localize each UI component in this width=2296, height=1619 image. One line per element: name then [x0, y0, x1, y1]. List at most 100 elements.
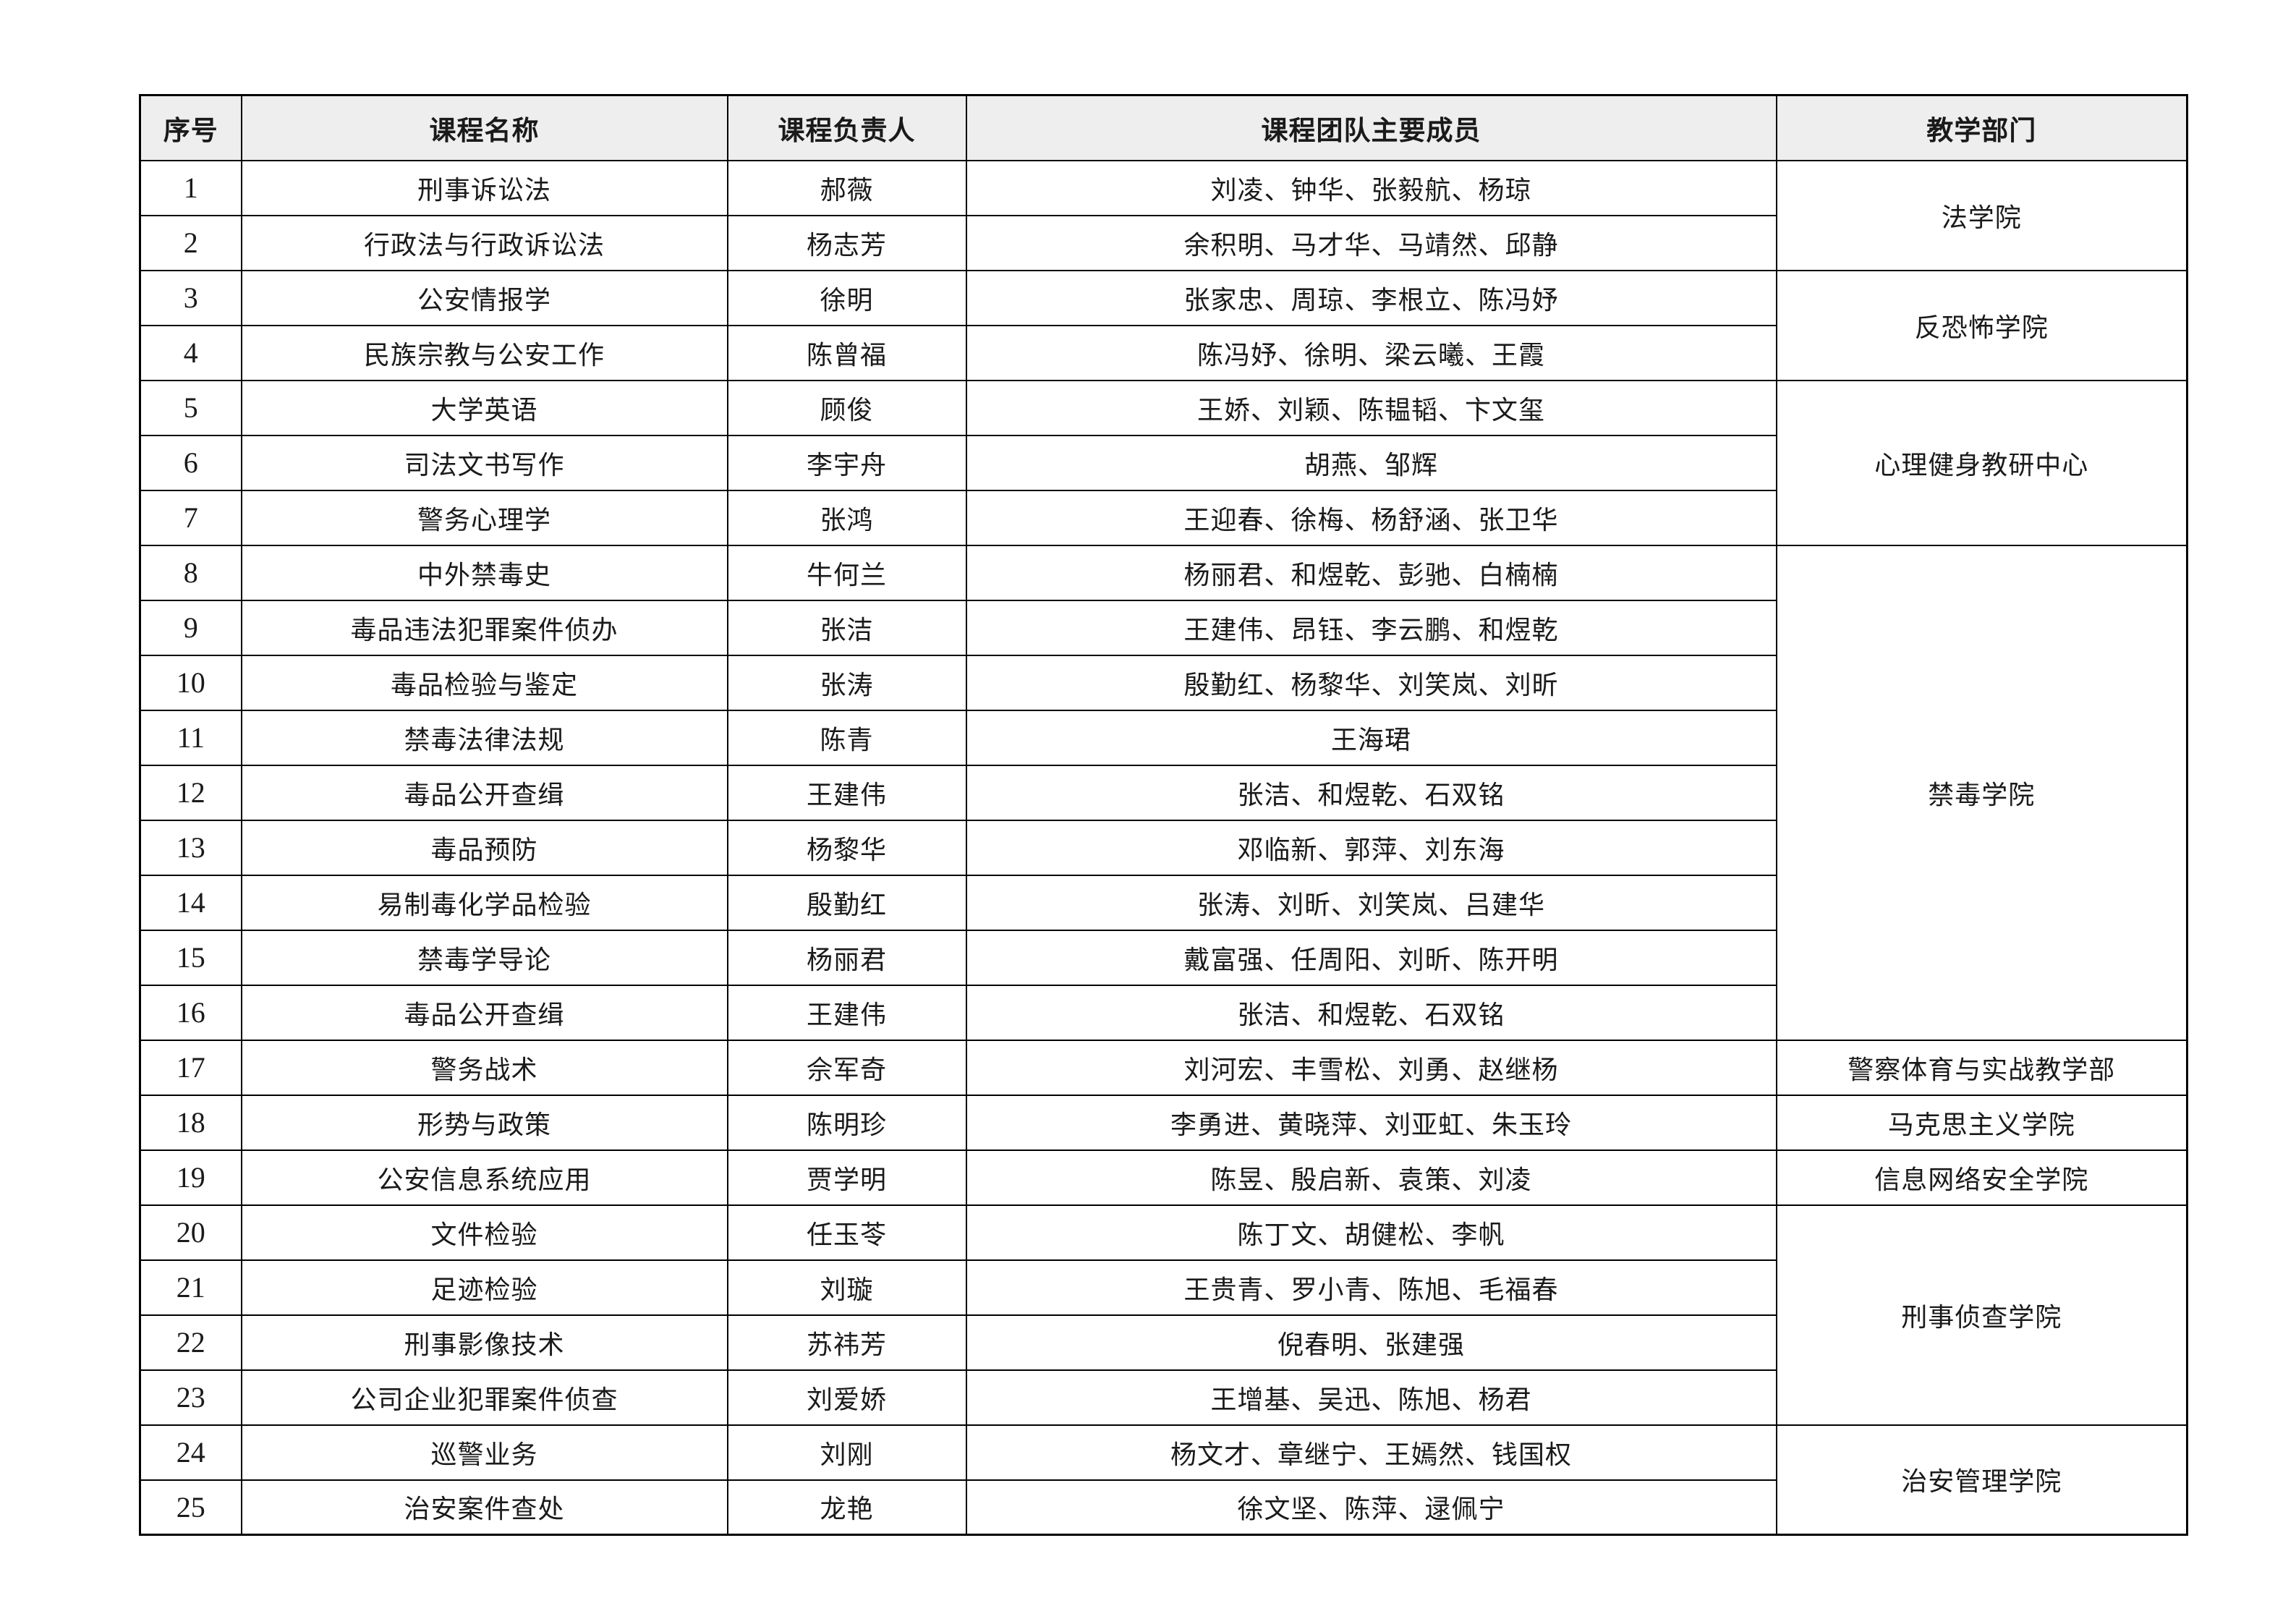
table-row: 25 治安案件查处 龙艳 徐文坚、陈萍、逯佩宁 [139, 1479, 2187, 1536]
row-number: 18 [139, 1094, 242, 1151]
course-leader: 郝薇 [726, 159, 967, 216]
course-name: 中外禁毒史 [240, 544, 728, 601]
course-leader: 牛何兰 [726, 544, 967, 601]
course-name: 警务心理学 [240, 489, 728, 546]
table-row: 4 民族宗教与公安工作 陈曾福 陈冯妤、徐明、梁云曦、王霞 [139, 324, 2187, 381]
col-header-course: 课程名称 [240, 94, 728, 161]
course-name: 形势与政策 [240, 1094, 728, 1151]
department-cell: 心理健身教研中心 [1775, 379, 2188, 546]
course-leader: 顾俊 [726, 379, 967, 436]
course-leader: 殷勤红 [726, 874, 967, 931]
team-members: 杨文才、章继宁、王嫣然、钱国权 [965, 1424, 1777, 1481]
course-name: 足迹检验 [240, 1259, 728, 1316]
row-number: 10 [139, 654, 242, 711]
course-leader: 张涛 [726, 654, 967, 711]
department-cell: 治安管理学院 [1775, 1424, 2188, 1536]
course-name: 公司企业犯罪案件侦查 [240, 1369, 728, 1426]
course-leader: 张洁 [726, 599, 967, 656]
course-name: 禁毒法律法规 [240, 709, 728, 766]
course-name: 刑事诉讼法 [240, 159, 728, 216]
row-number: 8 [139, 544, 242, 601]
team-members: 李勇进、黄晓萍、刘亚虹、朱玉玲 [965, 1094, 1777, 1151]
table-row: 5 大学英语 顾俊 王娇、刘颖、陈韫韬、卞文玺 心理健身教研中心 [139, 379, 2188, 546]
row-number: 1 [139, 159, 242, 216]
row-number: 5 [139, 379, 242, 436]
team-members: 张家忠、周琼、李根立、陈冯妤 [965, 269, 1777, 326]
course-leader: 张鸿 [726, 489, 967, 546]
row-number: 24 [139, 1424, 242, 1481]
row-number: 6 [139, 434, 242, 491]
col-header-index: 序号 [139, 94, 242, 161]
department-cell: 禁毒学院 [1775, 544, 2188, 1041]
team-members: 王贵青、罗小青、陈旭、毛福春 [965, 1259, 1777, 1316]
table-row: 18 形势与政策 陈明珍 李勇进、黄晓萍、刘亚虹、朱玉玲 马克思主义学院 [139, 1094, 2188, 1151]
course-name: 巡警业务 [240, 1424, 728, 1481]
department-cell: 警察体育与实战教学部 [1775, 1039, 2188, 1096]
course-leader: 任玉苓 [726, 1204, 967, 1261]
department-cell: 马克思主义学院 [1775, 1094, 2188, 1151]
row-number: 23 [139, 1369, 242, 1426]
table-header: 序号 课程名称 课程负责人 课程团队主要成员 教学部门 [139, 94, 2188, 161]
course-leader: 杨志芳 [726, 214, 967, 271]
table-row: 9 毒品违法犯罪案件侦办 张洁 王建伟、昂钰、李云鹏、和煜乾 [139, 599, 2187, 656]
row-number: 13 [139, 819, 242, 876]
team-members: 刘河宏、丰雪松、刘勇、赵继杨 [965, 1039, 1777, 1096]
course-leader: 刘刚 [726, 1424, 967, 1481]
table-row: 3 公安情报学 徐明 张家忠、周琼、李根立、陈冯妤 反恐怖学院 [139, 269, 2188, 381]
team-members: 王海珺 [965, 709, 1777, 766]
row-number: 22 [139, 1314, 242, 1371]
row-number: 11 [139, 709, 242, 766]
course-leader: 杨黎华 [726, 819, 967, 876]
course-leader: 龙艳 [726, 1479, 967, 1536]
team-members: 王迎春、徐梅、杨舒涵、张卫华 [965, 489, 1777, 546]
row-number: 12 [139, 764, 242, 821]
team-members: 张洁、和煜乾、石双铭 [965, 764, 1777, 821]
table-row: 8 中外禁毒史 牛何兰 杨丽君、和煜乾、彭驰、白楠楠 禁毒学院 [139, 544, 2188, 1041]
course-leader: 陈青 [726, 709, 967, 766]
team-members: 王建伟、昂钰、李云鹏、和煜乾 [965, 599, 1777, 656]
course-leader: 杨丽君 [726, 929, 967, 986]
table-row: 7 警务心理学 张鸿 王迎春、徐梅、杨舒涵、张卫华 [139, 489, 2187, 546]
col-header-team: 课程团队主要成员 [965, 94, 1777, 161]
team-members: 张洁、和煜乾、石双铭 [965, 984, 1777, 1041]
row-number: 9 [139, 599, 242, 656]
row-number: 20 [139, 1204, 242, 1261]
row-number: 21 [139, 1259, 242, 1316]
team-members: 戴富强、任周阳、刘昕、陈开明 [965, 929, 1777, 986]
course-table: 序号 课程名称 课程负责人 课程团队主要成员 教学部门 1 刑事诉讼法 郝薇 刘… [139, 94, 2188, 1536]
department-cell: 法学院 [1775, 159, 2188, 271]
course-leader: 陈曾福 [726, 324, 967, 381]
table-body: 1 刑事诉讼法 郝薇 刘凌、钟华、张毅航、杨琼 法学院 2 行政法与行政诉讼法 … [139, 159, 2188, 1536]
course-leader: 李宇舟 [726, 434, 967, 491]
table-row: 11 禁毒法律法规 陈青 王海珺 [139, 709, 2187, 766]
team-members: 殷勤红、杨黎华、刘笑岚、刘昕 [965, 654, 1777, 711]
row-number: 15 [139, 929, 242, 986]
table-row: 20 文件检验 任玉苓 陈丁文、胡健松、李帆 刑事侦查学院 [139, 1204, 2188, 1426]
course-leader: 徐明 [726, 269, 967, 326]
course-leader: 刘爱娇 [726, 1369, 967, 1426]
team-members: 陈昱、殷启新、袁策、刘凌 [965, 1149, 1777, 1206]
row-number: 3 [139, 269, 242, 326]
course-leader: 佘军奇 [726, 1039, 967, 1096]
course-leader: 贾学明 [726, 1149, 967, 1206]
course-leader: 刘璇 [726, 1259, 967, 1316]
table-row: 23 公司企业犯罪案件侦查 刘爱娇 王增基、吴迅、陈旭、杨君 [139, 1369, 2187, 1426]
row-number: 16 [139, 984, 242, 1041]
course-name: 文件检验 [240, 1204, 728, 1261]
table-row: 16 毒品公开查缉 王建伟 张洁、和煜乾、石双铭 [139, 984, 2187, 1041]
row-number: 17 [139, 1039, 242, 1096]
row-number: 7 [139, 489, 242, 546]
table-row: 21 足迹检验 刘璇 王贵青、罗小青、陈旭、毛福春 [139, 1259, 2187, 1316]
course-name: 毒品公开查缉 [240, 984, 728, 1041]
row-number: 2 [139, 214, 242, 271]
course-name: 毒品公开查缉 [240, 764, 728, 821]
course-name: 司法文书写作 [240, 434, 728, 491]
team-members: 陈丁文、胡健松、李帆 [965, 1204, 1777, 1261]
course-name: 警务战术 [240, 1039, 728, 1096]
department-cell: 刑事侦查学院 [1775, 1204, 2188, 1426]
table-row: 1 刑事诉讼法 郝薇 刘凌、钟华、张毅航、杨琼 法学院 [139, 159, 2188, 271]
table-row: 24 巡警业务 刘刚 杨文才、章继宁、王嫣然、钱国权 治安管理学院 [139, 1424, 2188, 1536]
course-leader: 陈明珍 [726, 1094, 967, 1151]
table-row: 19 公安信息系统应用 贾学明 陈昱、殷启新、袁策、刘凌 信息网络安全学院 [139, 1149, 2188, 1206]
